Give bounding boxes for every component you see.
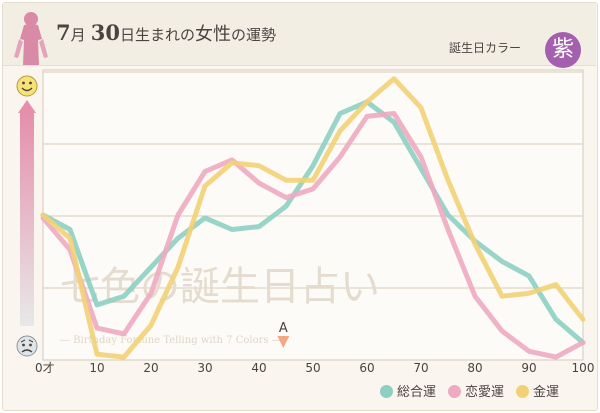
x-tick-label: 70	[413, 361, 428, 375]
triangle-down-marker-icon	[277, 336, 290, 348]
legend: 総合運 恋愛運 金運	[380, 381, 571, 400]
gauge-bar	[20, 112, 34, 326]
title-month-unit: 月	[70, 26, 86, 44]
title-day: 30	[90, 20, 120, 45]
smiley-face-icon	[16, 75, 38, 97]
x-tick-label: 60	[359, 361, 374, 375]
legend-label: 金運	[533, 385, 560, 400]
legend-item: 恋愛運	[448, 385, 504, 400]
marker-label: A	[279, 321, 288, 336]
birth-color-badge: 紫	[545, 32, 581, 68]
x-tick-label: 40	[251, 361, 266, 375]
title-month: 7	[56, 20, 71, 45]
legend-item: 金運	[516, 385, 559, 400]
x-tick-label: 100	[572, 361, 595, 375]
worried-face-icon	[16, 335, 38, 357]
legend-swatch	[448, 385, 462, 398]
page-title: 7月 30日生まれの女性の運勢	[56, 20, 276, 46]
series-line-1	[40, 111, 586, 360]
series-line-2	[40, 76, 586, 360]
x-tick-label: 30	[197, 361, 212, 375]
x-tick-label: 50	[305, 361, 320, 375]
woman-silhouette-icon	[14, 12, 48, 65]
x-tick-label: 20	[143, 361, 158, 375]
legend-label: 総合運	[397, 385, 437, 400]
legend-item: 総合運	[380, 385, 436, 400]
x-tick-label: 10	[89, 361, 104, 375]
legend-swatch	[516, 385, 530, 398]
watermark-subtitle: — Birthday Fortune Telling with 7 Colors…	[60, 335, 282, 346]
gauge-arrow-icon	[18, 100, 36, 113]
x-axis-ticks: 0才 10 20 30 40 50 60 70 80 90 100	[35, 361, 594, 375]
series-lines	[40, 76, 586, 360]
age-marker: A	[277, 321, 290, 348]
title-rest: 日生まれの	[119, 26, 195, 44]
plot-area	[42, 69, 584, 361]
series-line-0	[40, 99, 586, 346]
x-tick-label: 80	[467, 361, 482, 375]
legend-swatch	[380, 385, 393, 398]
title-emphasis: 女性	[194, 24, 231, 45]
x-tick-label: 90	[521, 361, 536, 375]
legend-label: 恋愛運	[465, 385, 505, 400]
x-tick-label: 0才	[35, 361, 55, 375]
fortune-gauge	[18, 100, 36, 326]
birth-color-label: 誕生日カラー	[449, 41, 522, 55]
title-suffix: の運勢	[230, 26, 276, 44]
watermark-title: 七色の誕生日占い	[60, 264, 380, 310]
header-bar	[3, 3, 596, 66]
